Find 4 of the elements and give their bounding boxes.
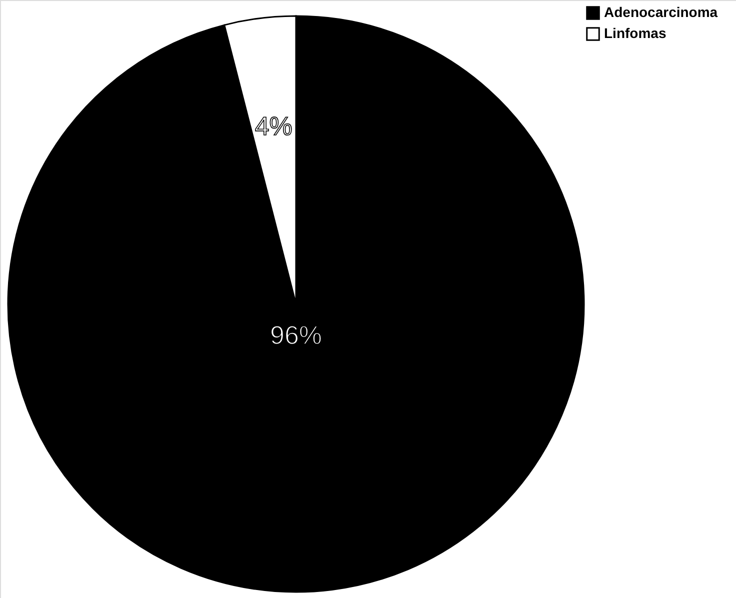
data-label: 4% xyxy=(254,110,292,141)
pie-slice xyxy=(7,15,585,592)
legend-label: Adenocarcinoma xyxy=(604,4,718,20)
legend-label: Linfomas xyxy=(604,25,666,41)
